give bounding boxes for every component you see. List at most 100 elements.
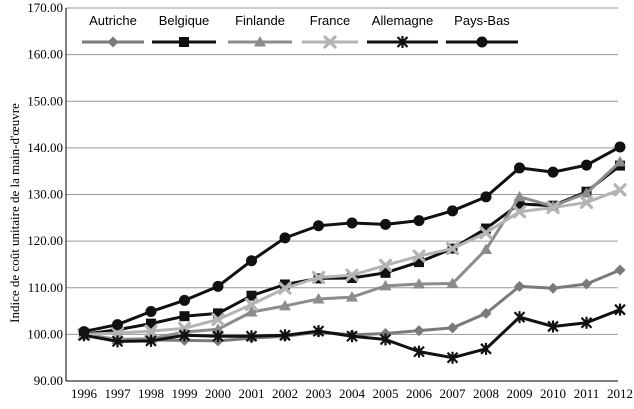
legend-label: Allemagne	[372, 13, 433, 28]
x-tick-label: 2000	[205, 386, 231, 401]
data-point	[278, 281, 292, 295]
y-tick-label: 150.00	[27, 93, 63, 108]
data-point	[447, 205, 458, 217]
data-point	[313, 220, 324, 232]
y-tick-label: 170.00	[27, 0, 63, 15]
y-axis-label: Indice de coût unitaire de la main-d'œuv…	[7, 103, 22, 323]
data-point	[613, 183, 627, 197]
data-point	[614, 264, 626, 276]
data-point	[380, 267, 391, 278]
data-point	[212, 323, 224, 334]
data-point	[476, 36, 488, 48]
data-point	[480, 307, 492, 319]
data-point	[581, 159, 592, 171]
data-point	[546, 200, 560, 215]
x-tick-label: 1996	[71, 386, 98, 401]
data-point	[145, 306, 157, 318]
data-point	[110, 326, 125, 340]
x-tick-label: 1997	[105, 386, 132, 401]
data-point	[396, 36, 409, 48]
series-line	[83, 145, 621, 334]
data-point	[145, 334, 157, 347]
data-point	[480, 243, 492, 255]
data-point	[513, 190, 526, 202]
data-point	[378, 258, 393, 272]
data-point	[414, 257, 424, 268]
data-point	[379, 333, 392, 346]
data-point	[179, 311, 190, 322]
data-point	[312, 325, 325, 338]
data-point	[445, 241, 460, 256]
data-point	[245, 330, 258, 343]
data-point	[245, 305, 258, 317]
series-belgique	[79, 160, 625, 340]
x-tick-label: 1998	[138, 386, 164, 401]
series-line	[83, 160, 622, 342]
data-point	[514, 198, 525, 209]
x-tick-label: 2004	[339, 386, 366, 401]
data-point	[246, 255, 257, 267]
data-point	[514, 162, 525, 174]
data-point	[146, 318, 156, 329]
data-point	[480, 191, 492, 203]
data-point	[614, 155, 626, 167]
data-point	[311, 270, 326, 285]
data-point	[380, 218, 391, 230]
data-point	[614, 141, 626, 153]
x-tick-label: 2007	[440, 386, 467, 401]
x-tick-label: 2005	[373, 386, 399, 401]
data-point	[547, 166, 559, 178]
data-point	[347, 272, 357, 283]
data-point	[312, 292, 325, 304]
x-tick-label: 2012	[607, 386, 633, 401]
data-point	[579, 195, 594, 210]
series-line	[83, 188, 621, 336]
data-point	[279, 299, 291, 311]
data-point	[279, 232, 291, 244]
data-point	[178, 329, 191, 342]
data-point	[212, 330, 224, 343]
data-point	[144, 324, 158, 338]
data-point	[346, 217, 358, 229]
y-tick-label: 100.00	[27, 326, 63, 341]
data-point	[346, 291, 358, 302]
data-point	[481, 223, 491, 234]
data-point	[580, 316, 593, 329]
data-point	[346, 330, 358, 343]
data-point	[446, 277, 459, 289]
x-tick-label: 1999	[172, 386, 198, 401]
series-allemagne	[78, 303, 626, 364]
series-line	[83, 164, 621, 336]
x-tick-label: 2002	[272, 386, 298, 401]
data-point	[246, 290, 257, 301]
data-point	[580, 187, 593, 198]
series-france	[77, 183, 627, 341]
data-point	[447, 322, 458, 334]
data-point	[345, 268, 359, 282]
data-point	[514, 280, 525, 292]
y-tick-label: 120.00	[27, 233, 63, 248]
data-point	[480, 342, 492, 355]
data-point	[112, 319, 123, 331]
data-point	[379, 279, 392, 291]
legend-label: Autriche	[89, 13, 137, 28]
data-point	[479, 226, 493, 240]
data-point	[280, 279, 290, 290]
data-point	[547, 282, 559, 294]
data-point	[179, 37, 189, 47]
y-tick-label: 110.00	[28, 280, 63, 295]
data-point	[211, 312, 225, 327]
data-point	[78, 326, 90, 338]
x-tick-label: 2010	[540, 386, 566, 401]
data-point	[179, 294, 190, 306]
data-point	[212, 280, 224, 292]
legend-label: France	[310, 13, 350, 28]
x-tick-label: 2001	[239, 386, 265, 401]
data-point	[413, 278, 425, 289]
legend-label: Belgique	[159, 13, 210, 28]
x-tick-label: 2009	[507, 386, 533, 401]
data-point	[512, 205, 527, 219]
data-point	[323, 35, 337, 49]
data-point	[413, 215, 425, 227]
